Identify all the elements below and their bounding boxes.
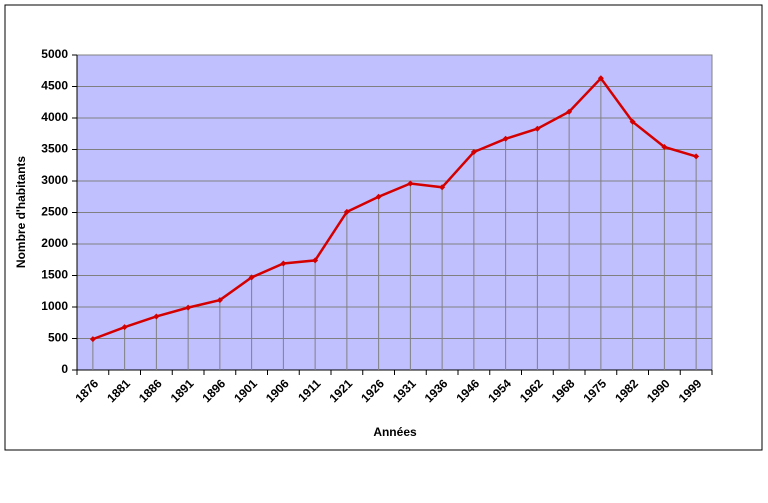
y-tick-label: 4500 [41, 79, 68, 93]
data-point [312, 257, 319, 264]
data-point [534, 125, 541, 132]
data-point [502, 135, 509, 142]
y-tick-label: 1000 [41, 299, 68, 313]
y-tick-label: 0 [61, 362, 68, 376]
data-point [185, 304, 192, 311]
data-point [629, 118, 636, 125]
data-point [153, 313, 160, 320]
data-point [439, 184, 446, 191]
data-point [693, 153, 700, 160]
x-axis-label: Années [373, 425, 417, 439]
y-tick-label: 3000 [41, 173, 68, 187]
data-point [89, 336, 96, 343]
data-point [343, 208, 350, 215]
y-tick-label: 500 [48, 331, 68, 345]
y-tick-label: 5000 [41, 47, 68, 61]
data-point [121, 324, 128, 331]
data-point [566, 108, 573, 115]
y-tick-label: 2500 [41, 205, 68, 219]
y-tick-label: 3500 [41, 142, 68, 156]
y-tick-label: 2000 [41, 236, 68, 250]
data-point [280, 260, 287, 267]
data-point [597, 75, 604, 82]
y-axis-label: Nombre d'habitants [14, 156, 28, 269]
data-point [661, 143, 668, 150]
y-tick-label: 4000 [41, 110, 68, 124]
data-line [92, 76, 697, 341]
data-point [470, 149, 477, 156]
y-tick-label: 1500 [41, 268, 68, 282]
data-point [407, 180, 414, 187]
data-point [216, 297, 223, 304]
data-point [248, 274, 255, 281]
data-point [375, 193, 382, 200]
